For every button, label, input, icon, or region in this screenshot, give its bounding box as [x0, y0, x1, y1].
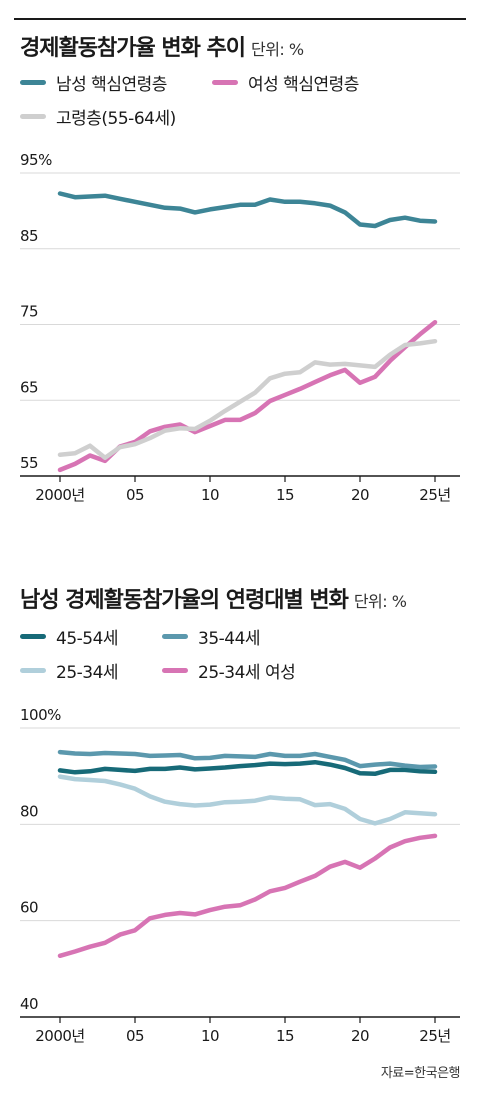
legend-item-35-44: 35-44세: [162, 624, 261, 649]
y-tick-label: 95%: [20, 151, 52, 169]
chart2-legend: 45-54세 35-44세 25-34세 25-34세 여성: [20, 624, 460, 684]
legend-item-25-34: 25-34세: [20, 658, 119, 683]
legend-item-elderly: 고령층(55-64세): [20, 104, 176, 129]
x-tick-label: 05: [126, 1027, 144, 1045]
y-tick-label: 80: [20, 802, 38, 820]
legend-label: 여성 핵심연령층: [248, 75, 359, 95]
chart1-plot: 55 65 75 85 95% 2000년 05 10 15 20 25년: [20, 151, 460, 504]
legend-swatch: [20, 114, 46, 119]
x-tick-label: 2000년: [35, 486, 84, 504]
x-tick-label: 20: [351, 486, 369, 504]
x-tick-label: 15: [276, 486, 294, 504]
chart2-title-row: 남성 경제활동참가율의 연령대별 변화 단위: %: [20, 582, 407, 614]
y-tick-label: 60: [20, 899, 38, 917]
x-tick-label: 10: [201, 486, 219, 504]
legend-swatch: [20, 80, 46, 85]
x-tick-label: 25년: [419, 1027, 450, 1045]
chart2-unit: 단위: %: [353, 592, 407, 611]
legend-swatch: [20, 634, 46, 639]
series-line-3: [57, 833, 438, 959]
x-tick-label: 15: [276, 1027, 294, 1045]
y-tick-label: 100%: [20, 706, 61, 724]
y-tick-label: 55: [20, 454, 38, 472]
x-tick-label: 20: [351, 1027, 369, 1045]
legend-swatch: [20, 668, 46, 673]
legend-label: 45-54세: [56, 629, 119, 649]
legend-label: 25-34세: [56, 663, 119, 683]
chart1-legend: 남성 핵심연령층 여성 핵심연령층 고령층(55-64세): [20, 70, 460, 130]
chart1-title: 경제활동참가율 변화 추이: [20, 36, 246, 61]
x-tick-label: 25년: [419, 486, 450, 504]
x-tick-label: 05: [126, 486, 144, 504]
legend-item-male-core: 남성 핵심연령층: [20, 70, 167, 95]
legend-label: 고령층(55-64세): [56, 109, 176, 129]
x-tick-label: 2000년: [35, 1027, 84, 1045]
legend-item-45-54: 45-54세: [20, 624, 119, 649]
chart1-unit: 단위: %: [250, 40, 304, 59]
legend-swatch: [162, 668, 188, 673]
legend-label: 25-34세 여성: [198, 663, 296, 683]
top-rule: [14, 18, 466, 20]
source-note: 자료=한국은행: [380, 1066, 461, 1081]
y-tick-label: 75: [20, 303, 38, 321]
series-line-0: [57, 759, 438, 777]
x-tick-label: 10: [201, 1027, 219, 1045]
chart2-title: 남성 경제활동참가율의 연령대별 변화: [20, 588, 349, 613]
y-tick-label: 65: [20, 378, 38, 396]
legend-item-female-core: 여성 핵심연령층: [212, 70, 359, 95]
legend-swatch: [212, 80, 238, 85]
series-line-1: [57, 749, 438, 770]
legend-label: 남성 핵심연령층: [56, 75, 167, 95]
series-line-2: [57, 774, 438, 826]
chart1-title-row: 경제활동참가율 변화 추이 단위: %: [20, 30, 304, 62]
y-tick-label: 85: [20, 227, 38, 245]
series-line-2: [57, 338, 438, 461]
legend-item-25-34-female: 25-34세 여성: [162, 658, 296, 683]
series-line-0: [57, 191, 438, 229]
legend-label: 35-44세: [198, 629, 261, 649]
chart2-plot: 40 60 80 100% 2000년 05 10 15 20 25년: [20, 706, 460, 1045]
legend-swatch: [162, 634, 188, 639]
y-tick-label: 40: [20, 995, 38, 1013]
